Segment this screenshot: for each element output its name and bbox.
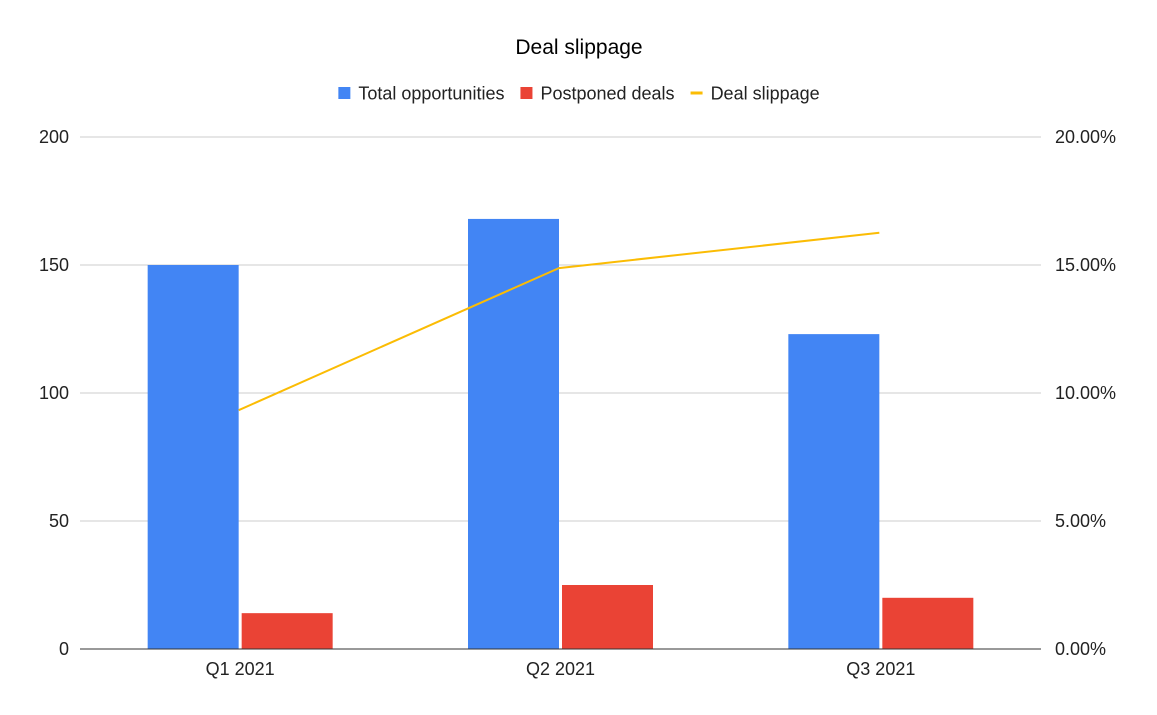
legend-item-total-opportunities: Total opportunities <box>338 84 504 104</box>
legend-swatch <box>520 87 533 99</box>
legend-label: Deal slippage <box>711 84 820 104</box>
chart-title: Deal slippage <box>515 36 642 59</box>
legend-label: Postponed deals <box>540 84 674 104</box>
category-labels: Q1 2021 Q2 2021 Q3 2021 <box>206 659 916 679</box>
bar-total-opportunities <box>147 265 239 649</box>
legend-item-postponed-deals: Postponed deals <box>520 84 675 104</box>
left-tick-label: 150 <box>39 255 69 275</box>
legend-item-deal-slippage: Deal slippage <box>690 84 820 104</box>
right-tick-label: 20.00% <box>1055 127 1116 147</box>
category-label: Q1 2021 <box>206 659 275 679</box>
bar-postponed-deals <box>882 597 974 649</box>
bars <box>147 218 974 650</box>
right-axis-ticks: 0.00% 5.00% 10.00% 15.00% 20.00% <box>1055 127 1116 659</box>
category-label: Q3 2021 <box>846 659 915 679</box>
legend-label: Total opportunities <box>358 84 504 104</box>
line-deal-slippage <box>238 231 880 412</box>
bar-postponed-deals <box>562 585 653 649</box>
left-tick-label: 0 <box>59 639 69 659</box>
right-tick-label: 10.00% <box>1055 383 1116 403</box>
gridlines <box>80 136 1041 522</box>
legend-swatch <box>338 87 351 99</box>
left-tick-label: 100 <box>39 383 69 403</box>
bar-postponed-deals <box>241 613 333 649</box>
legend-swatch <box>690 91 703 95</box>
bar-total-opportunities <box>468 218 559 650</box>
line-series <box>238 231 880 412</box>
left-axis-ticks: 0 50 100 150 200 <box>39 127 69 659</box>
left-tick-label: 200 <box>39 127 69 147</box>
right-tick-label: 15.00% <box>1055 255 1116 275</box>
right-tick-label: 5.00% <box>1055 511 1106 531</box>
legend: Total opportunities Postponed deals Deal s… <box>338 84 820 104</box>
left-tick-label: 50 <box>49 511 69 531</box>
right-tick-label: 0.00% <box>1055 639 1106 659</box>
bar-total-opportunities <box>788 334 880 649</box>
category-label: Q2 2021 <box>526 659 595 679</box>
